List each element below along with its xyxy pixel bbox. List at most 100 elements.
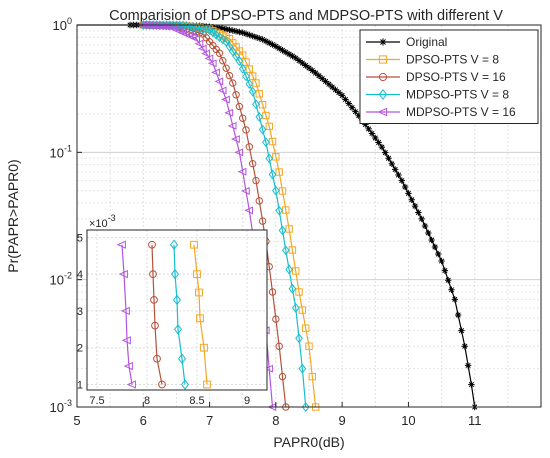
inset-data-point-mdpso-pts-v-8	[177, 353, 187, 364]
main-tick-labels: 5 6 7 8 9 10 11 10-3 10-2 10-1 100	[50, 16, 482, 428]
inset-data-point-mdpso-pts-v-8	[180, 379, 190, 390]
data-point-mdpso-pts-v-8	[288, 283, 297, 294]
inset-y-tick-label: 3	[77, 306, 83, 318]
data-point-mdpso-pts-v-8	[218, 34, 227, 45]
inset-data-point-dpso-pts-v-16	[153, 354, 161, 363]
inset-x-tick-label: 9	[244, 395, 250, 407]
inset-data-point-mdpso-pts-v-8	[173, 324, 183, 335]
data-point-original	[216, 24, 223, 32]
data-point-original	[275, 45, 283, 52]
inset-data-point-dpso-pts-v-8	[196, 314, 204, 323]
legend-label: DPSO-PTS V = 16	[406, 70, 506, 84]
data-point-original	[438, 257, 445, 265]
inset-data-point-dpso-pts-v-16	[151, 321, 159, 330]
data-point-mdpso-pts-v-16	[244, 206, 254, 215]
data-point-original	[431, 243, 439, 251]
data-point-mdpso-pts-v-16	[234, 148, 244, 157]
legend-entry-mdpso-pts-v-16: MDPSO-PTS V = 16	[366, 105, 516, 119]
data-point-dpso-pts-v-8	[275, 168, 283, 176]
data-point-original	[428, 236, 435, 244]
data-point-dpso-pts-v-16	[278, 372, 287, 381]
data-point-mdpso-pts-v-8	[268, 169, 277, 180]
data-point-dpso-pts-v-8	[242, 58, 250, 66]
data-point-mdpso-pts-v-8	[242, 71, 250, 82]
data-point-mdpso-pts-v-16	[211, 68, 220, 77]
data-point-dpso-pts-v-16	[232, 91, 240, 99]
data-point-original	[365, 125, 372, 133]
data-point-original	[299, 59, 306, 67]
data-point-original	[468, 381, 475, 388]
x-tick-label: 6	[140, 413, 147, 428]
legend-marker	[379, 38, 387, 46]
data-point-original	[418, 215, 425, 223]
legend-entry-dpso-pts-v-8: DPSO-PTS V = 8	[366, 53, 499, 67]
y-tick-label: 100	[53, 16, 72, 33]
inset-data-point-dpso-pts-v-8	[190, 240, 198, 249]
legend-marker	[377, 107, 388, 117]
inset-y-tick-label: 4	[77, 269, 83, 281]
data-point-original	[362, 121, 369, 128]
legend-label: MDPSO-PTS V = 16	[406, 105, 516, 119]
data-point-mdpso-pts-v-8	[222, 36, 230, 47]
inset-series-line-mdpso-pts-v-16	[121, 244, 133, 385]
data-point-original	[239, 29, 246, 36]
data-point-dpso-pts-v-16	[215, 49, 224, 57]
data-point-original	[335, 89, 343, 96]
data-point-mdpso-pts-v-8	[205, 25, 214, 36]
data-point-original	[338, 92, 346, 99]
legend-marker	[378, 55, 388, 64]
data-point-original	[242, 30, 250, 38]
data-point-original	[398, 177, 405, 184]
inset-x-tick-label: 8	[144, 395, 150, 407]
data-point-original	[385, 155, 392, 162]
data-point-mdpso-pts-v-16	[240, 187, 250, 196]
data-point-mdpso-pts-v-16	[214, 77, 224, 86]
data-point-original	[319, 75, 326, 82]
data-point-original	[302, 62, 309, 69]
data-point-original	[295, 57, 303, 64]
inset-y-tick-label: 2	[77, 343, 83, 355]
inset-series-line-dpso-pts-v-16	[151, 244, 163, 385]
data-point-original	[435, 250, 442, 258]
inset-tick-labels: 7.5 8 8.5 9 1 2 3 4 5 ×10-3	[77, 213, 250, 407]
data-point-original	[332, 86, 339, 93]
inset-data-point-dpso-pts-v-16	[149, 270, 157, 279]
data-point-original	[226, 26, 233, 34]
data-point-mdpso-pts-v-16	[264, 364, 273, 373]
legend-entry-original: Original	[366, 35, 447, 49]
data-point-original	[249, 32, 256, 40]
data-point-original	[372, 134, 379, 142]
inset-data-point-mdpso-pts-v-8	[169, 239, 179, 250]
data-point-dpso-pts-v-16	[275, 342, 283, 350]
data-point-dpso-pts-v-8	[265, 122, 273, 131]
data-point-original	[272, 43, 280, 50]
legend-entry-mdpso-pts-v-8: MDPSO-PTS V = 8	[366, 88, 509, 102]
data-point-original	[292, 54, 299, 62]
data-point-original	[461, 343, 468, 350]
data-point-mdpso-pts-v-8	[265, 153, 274, 164]
data-point-dpso-pts-v-16	[252, 176, 260, 185]
data-point-dpso-pts-v-16	[242, 126, 250, 134]
inset-data-point-dpso-pts-v-16	[148, 240, 156, 249]
data-point-dpso-pts-v-16	[255, 197, 263, 205]
data-point-original	[229, 27, 236, 34]
data-point-original	[378, 143, 386, 151]
data-point-original	[458, 327, 465, 334]
data-point-dpso-pts-v-16	[222, 64, 230, 72]
data-point-mdpso-pts-v-16	[231, 135, 240, 144]
data-point-mdpso-pts-v-8	[235, 56, 244, 67]
inset-x-tick-label: 7.5	[89, 395, 104, 407]
data-point-mdpso-pts-v-16	[224, 108, 234, 117]
data-point-dpso-pts-v-16	[225, 71, 234, 80]
legend-label: DPSO-PTS V = 8	[406, 53, 499, 67]
data-point-mdpso-pts-v-8	[298, 363, 307, 374]
inset-data-point-mdpso-pts-v-16	[123, 361, 133, 371]
inset-data-point-mdpso-pts-v-16	[118, 269, 128, 279]
data-point-mdpso-pts-v-8	[146, 20, 154, 31]
legend-entry-dpso-pts-v-16: DPSO-PTS V = 16	[366, 70, 506, 84]
x-tick-label: 8	[272, 413, 279, 428]
data-point-original	[352, 108, 359, 115]
inset-series-line-dpso-pts-v-8	[193, 244, 208, 385]
data-point-mdpso-pts-v-8	[232, 51, 240, 62]
